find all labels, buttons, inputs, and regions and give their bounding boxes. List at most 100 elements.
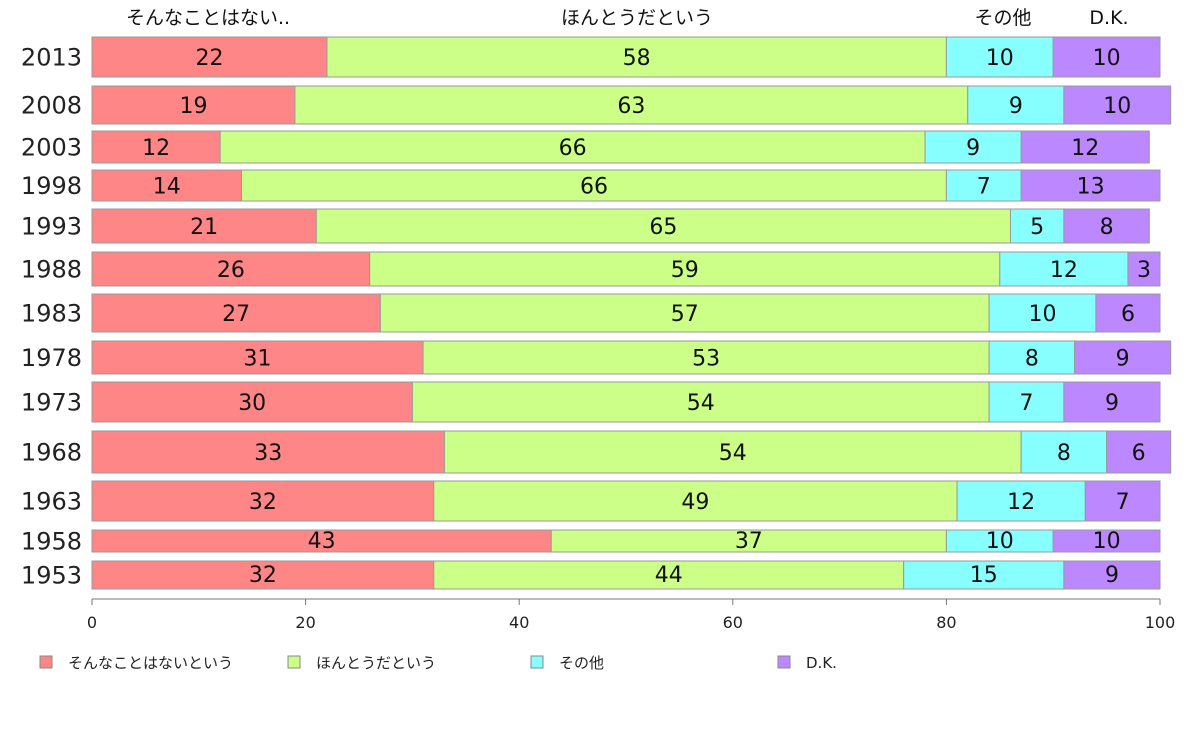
data-label: 5 xyxy=(1030,215,1044,240)
bar-segment xyxy=(1052,36,1161,78)
bar-segment xyxy=(1020,130,1150,164)
data-label: 26 xyxy=(217,258,245,283)
data-label: 9 xyxy=(1105,563,1119,588)
year-label: 1973 xyxy=(21,389,82,417)
year-label: 2003 xyxy=(21,134,82,162)
year-label: 1978 xyxy=(21,344,82,372)
data-label: 10 xyxy=(1103,94,1131,119)
legend-label: そんなことはないという xyxy=(68,654,233,672)
data-label: 6 xyxy=(1132,441,1146,466)
year-label: 2008 xyxy=(21,92,82,120)
x-tick-label: 40 xyxy=(509,613,529,632)
bar-segment xyxy=(91,430,445,474)
bar-segment xyxy=(91,130,221,164)
column-header-label: そんなことはない.. xyxy=(126,7,290,29)
data-label: 30 xyxy=(238,391,266,416)
bar-segment xyxy=(1020,169,1161,202)
bar-segment xyxy=(433,560,905,590)
data-label: 10 xyxy=(1093,529,1121,554)
data-label: 10 xyxy=(986,46,1014,71)
legend-swatch xyxy=(287,655,301,669)
data-label: 12 xyxy=(142,136,170,161)
data-label: 58 xyxy=(623,46,651,71)
bar-segment xyxy=(91,36,328,78)
data-label: 8 xyxy=(1100,215,1114,240)
data-label: 12 xyxy=(1050,258,1078,283)
data-label: 59 xyxy=(671,258,699,283)
data-label: 54 xyxy=(687,391,715,416)
bar-segment xyxy=(1074,340,1172,375)
legend-swatch xyxy=(530,655,544,669)
bar-segment xyxy=(945,36,1054,78)
data-label: 12 xyxy=(1007,490,1035,515)
data-label: 32 xyxy=(249,563,277,588)
bar-segment xyxy=(1063,560,1161,590)
bar-segment xyxy=(1084,480,1161,522)
data-label: 8 xyxy=(1057,441,1071,466)
data-label: 43 xyxy=(308,529,336,554)
year-label: 1993 xyxy=(21,213,82,241)
data-label: 66 xyxy=(580,174,608,199)
bar-segment xyxy=(91,85,296,125)
data-label: 65 xyxy=(649,215,677,240)
bar-segment xyxy=(91,169,243,202)
x-tick-label: 20 xyxy=(295,613,315,632)
bar-segment xyxy=(326,36,947,78)
data-label: 19 xyxy=(179,94,207,119)
data-label: 54 xyxy=(719,441,747,466)
legend-label: その他 xyxy=(559,654,604,672)
data-label: 8 xyxy=(1025,346,1039,371)
x-tick-label: 100 xyxy=(1145,613,1176,632)
year-label: 1968 xyxy=(21,439,82,467)
data-label: 49 xyxy=(681,490,709,515)
bar-segment xyxy=(241,169,947,202)
data-label: 9 xyxy=(966,136,980,161)
data-label: 32 xyxy=(249,490,277,515)
bar-segment xyxy=(1052,529,1161,553)
bar-segment xyxy=(219,130,926,164)
x-tick-label: 60 xyxy=(723,613,743,632)
bar-segment xyxy=(999,251,1129,287)
data-label: 10 xyxy=(986,529,1014,554)
data-label: 7 xyxy=(977,174,991,199)
year-label: 1988 xyxy=(21,256,82,284)
data-label: 7 xyxy=(1116,490,1130,515)
bar-segment xyxy=(988,381,1065,423)
bar-segment xyxy=(411,381,990,423)
column-header-label: ほんとうだという xyxy=(561,7,713,29)
bar-segment xyxy=(1063,381,1161,423)
data-label: 63 xyxy=(617,94,645,119)
bar-segment xyxy=(91,560,435,590)
data-label: 7 xyxy=(1020,391,1034,416)
bar-segment xyxy=(91,340,424,375)
data-label: 27 xyxy=(222,302,250,327)
data-label: 37 xyxy=(735,529,763,554)
data-label: 57 xyxy=(671,302,699,327)
year-label: 1998 xyxy=(21,172,82,200)
legend-swatch xyxy=(39,655,53,669)
data-label: 22 xyxy=(195,46,223,71)
bar-segment xyxy=(956,480,1086,522)
data-label: 31 xyxy=(244,346,272,371)
x-tick-label: 80 xyxy=(936,613,956,632)
year-label: 1953 xyxy=(21,562,82,590)
data-label: 9 xyxy=(1009,94,1023,119)
data-label: 66 xyxy=(559,136,587,161)
data-label: 6 xyxy=(1121,302,1135,327)
data-label: 9 xyxy=(1105,391,1119,416)
bar-segment xyxy=(1106,430,1172,474)
column-header-label: D.K. xyxy=(1089,7,1128,29)
legend-swatch xyxy=(777,655,791,669)
data-label: 15 xyxy=(970,563,998,588)
bar-segment xyxy=(443,430,1022,474)
bar-segment xyxy=(1095,293,1161,333)
bar-segment xyxy=(988,340,1076,375)
bar-segment xyxy=(91,293,381,333)
bar-segment xyxy=(369,251,1001,287)
bar-segment xyxy=(294,85,969,125)
bar-segment xyxy=(91,251,371,287)
bar-segment xyxy=(1063,85,1172,125)
data-label: 3 xyxy=(1137,258,1151,283)
bar-segment xyxy=(91,480,435,522)
